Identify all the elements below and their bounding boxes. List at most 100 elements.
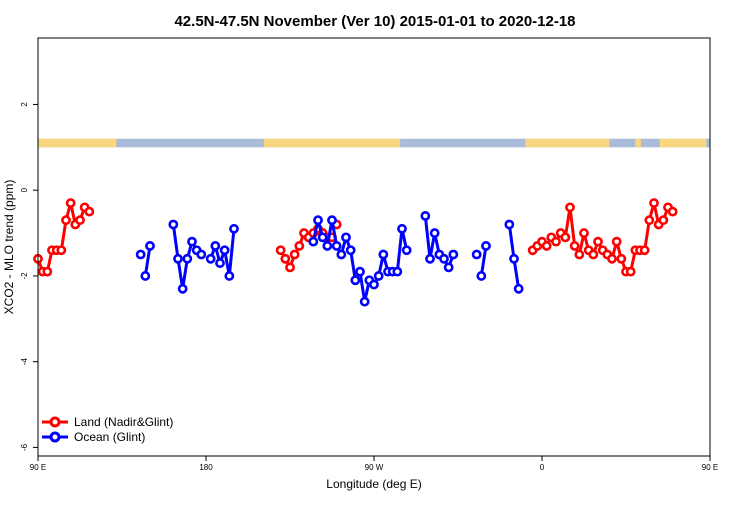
series-1-point-4-1 (313, 215, 323, 226)
series-0-point-0-11 (84, 206, 95, 217)
series-1-point-5-0 (420, 211, 431, 221)
series-1-point-2-4 (187, 236, 197, 247)
series-1-point-1-0 (140, 271, 151, 281)
x-tick-label-4: 90 E (702, 463, 718, 472)
series-0-point-1-3 (289, 249, 300, 260)
y-tick-label-1: 0 (20, 187, 29, 192)
series-0-point-3-28 (658, 215, 669, 226)
series-1-point-8-2 (513, 283, 524, 294)
series-0-point-3-24 (639, 245, 650, 256)
series-1-point-4-11 (359, 296, 370, 307)
surface-band (38, 138, 710, 148)
y-tick-label-4: -6 (20, 443, 29, 451)
series-1-point-7-0 (476, 271, 487, 281)
series-1-point-2-0 (168, 219, 179, 230)
series-1-point-5-4 (439, 253, 449, 264)
plot-frame (37, 37, 711, 457)
series-0-point-3-3 (541, 241, 552, 251)
legend-item-land: Land (Nadir&Glint) (42, 415, 173, 429)
series-0-point-0-2 (42, 266, 53, 277)
band-land-3 (635, 138, 641, 148)
series-1-point-3-4 (224, 271, 235, 281)
band-land-0 (38, 138, 117, 148)
series-0-point-3-14 (593, 236, 603, 247)
series-1-point-4-4 (327, 215, 337, 226)
series-1-point-6-0 (471, 249, 482, 260)
series-0-point-1-4 (294, 241, 305, 251)
series-1-point-4-9 (350, 275, 361, 286)
series-layer (33, 198, 678, 307)
series-0-point-0-7 (65, 198, 76, 208)
chart-title: 42.5N-47.5N November (Ver 10) 2015-01-01… (174, 13, 575, 30)
series-1-point-4-6 (336, 249, 347, 260)
series-0-point-3-19 (616, 253, 627, 264)
series-0-point-3-30 (667, 206, 678, 217)
series-1-point-4-14 (373, 271, 384, 281)
series-1-point-4-2 (317, 232, 328, 243)
series-1-point-4-13 (369, 279, 379, 290)
series-1-point-5-1 (425, 253, 435, 264)
series-1-point-4-5 (331, 241, 342, 251)
series-0-point-1-0 (275, 245, 286, 256)
series-1-point-4-18 (392, 266, 403, 277)
y-axis-label: XCO2 - MLO trend (ppm) (2, 180, 16, 315)
axes: 90 E 180 90 W 0 90 E 2 0 -2 -4 -6 (20, 102, 718, 472)
series-1-point-4-15 (378, 249, 389, 260)
series-1-point-4-10 (355, 266, 365, 277)
series-0-point-3-8 (565, 202, 575, 213)
series-1-point-8-1 (509, 253, 519, 264)
y-tick-label-3: -4 (20, 358, 29, 366)
series-0-point-3-25 (644, 215, 655, 226)
legend-label-land: Land (Nadir&Glint) (74, 415, 173, 429)
x-tick-label-0: 90 E (30, 463, 46, 472)
series-0-point-3-5 (551, 236, 561, 247)
series-0-point-3-11 (579, 228, 589, 238)
series-1-point-4-0 (308, 236, 319, 247)
series-0-point-3-26 (649, 198, 659, 208)
y-tick-label-2: -2 (20, 272, 29, 280)
band-land-4 (659, 138, 707, 148)
x-tick-label-2: 90 W (365, 463, 384, 472)
series-1-point-2-6 (196, 249, 207, 260)
series-0-point-1-1 (280, 253, 291, 264)
y-tick-label-0: 2 (20, 102, 29, 107)
series-1-point-4-19 (397, 223, 407, 234)
legend-marker-ocean (49, 431, 61, 443)
series-1-point-5-2 (429, 228, 440, 238)
series-1-point-4-8 (345, 245, 356, 256)
series-0-point-3-10 (574, 249, 585, 260)
series-1-line-1 (143, 245, 152, 277)
band-land-1 (263, 138, 401, 148)
series-0-point-3-21 (625, 266, 636, 277)
legend: Land (Nadir&Glint) Ocean (Glint) (42, 415, 173, 444)
series-0-point-1-2 (285, 262, 295, 273)
x-tick-label-3: 0 (540, 463, 545, 472)
series-1-point-5-5 (443, 262, 454, 273)
series-1 (135, 211, 524, 307)
legend-marker-land (49, 416, 61, 428)
series-0-line-0 (36, 201, 91, 274)
series-0-point-3-7 (560, 232, 571, 243)
series-0-point-0-5 (56, 245, 67, 256)
series-1-point-8-0 (504, 219, 515, 230)
series-0-point-0-6 (61, 215, 71, 226)
series-1-point-3-1 (210, 241, 221, 251)
series-0-point-3-17 (607, 253, 617, 264)
series-1-point-3-3 (219, 245, 230, 256)
legend-label-ocean: Ocean (Glint) (74, 430, 145, 444)
series-1-point-1-1 (145, 241, 155, 251)
band-land-2 (525, 138, 610, 148)
legend-item-ocean: Ocean (Glint) (42, 430, 145, 444)
series-0-point-3-18 (611, 236, 622, 247)
x-axis-label: Longitude (deg E) (326, 477, 421, 491)
x-tick-label-1: 180 (199, 463, 213, 472)
series-1-point-3-5 (229, 223, 239, 234)
series-1-line-7 (479, 245, 488, 277)
series-1-point-3-2 (215, 258, 225, 268)
series-1-point-2-2 (177, 283, 188, 294)
series-1-point-5-6 (448, 249, 459, 260)
series-1-point-4-7 (341, 232, 351, 243)
series-1-point-2-1 (173, 253, 183, 264)
